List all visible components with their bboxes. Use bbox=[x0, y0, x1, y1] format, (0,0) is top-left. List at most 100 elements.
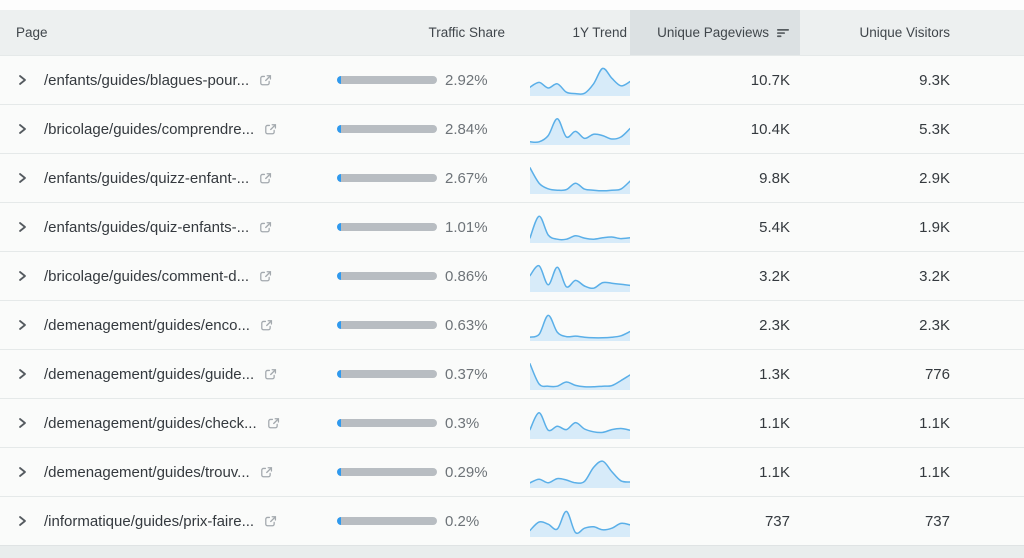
expand-chevron-icon[interactable] bbox=[13, 511, 32, 531]
traffic-share-bar-fill bbox=[337, 174, 341, 182]
external-link-icon[interactable] bbox=[259, 318, 274, 333]
column-header-unique-visitors[interactable]: Unique Visitors bbox=[800, 25, 960, 40]
unique-visitors-value: 737 bbox=[924, 512, 950, 530]
expand-cell bbox=[0, 413, 44, 433]
traffic-share-bar bbox=[337, 321, 437, 329]
traffic-share-value: 0.3% bbox=[445, 414, 480, 432]
table-row: /enfants/guides/blagues-pour... 2.92% 10… bbox=[0, 55, 1024, 104]
traffic-share-value: 2.92% bbox=[445, 71, 488, 89]
unique-visitors-value: 9.3K bbox=[919, 71, 950, 89]
expand-chevron-icon[interactable] bbox=[13, 70, 32, 90]
unique-visitors-value: 776 bbox=[924, 365, 950, 383]
external-link-icon[interactable] bbox=[258, 171, 273, 186]
trend-sparkline bbox=[530, 309, 630, 341]
page-cell: /demenagement/guides/enco... bbox=[44, 317, 337, 334]
traffic-share-bar bbox=[337, 174, 437, 182]
unique-pageviews-value: 2.3K bbox=[759, 316, 790, 334]
traffic-share-value: 0.2% bbox=[445, 512, 480, 530]
page-link[interactable]: /demenagement/guides/enco... bbox=[44, 316, 250, 334]
unique-pageviews-value: 1.1K bbox=[759, 414, 790, 432]
page-link[interactable]: /enfants/guides/blagues-pour... bbox=[44, 71, 250, 89]
unique-visitors-value: 2.3K bbox=[919, 316, 950, 334]
page-cell: /bricolage/guides/comprendre... bbox=[44, 121, 337, 138]
traffic-share-cell: 0.86% bbox=[337, 268, 530, 285]
unique-pageviews-column-label: Unique Pageviews bbox=[657, 25, 769, 40]
unique-visitors-value: 1.1K bbox=[919, 463, 950, 481]
column-header-unique-pageviews[interactable]: Unique Pageviews bbox=[630, 10, 800, 55]
page-cell: /bricolage/guides/comment-d... bbox=[44, 268, 337, 285]
external-link-icon[interactable] bbox=[259, 465, 274, 480]
page-link[interactable]: /demenagement/guides/guide... bbox=[44, 365, 255, 383]
traffic-share-bar bbox=[337, 468, 437, 476]
table-row: /enfants/guides/quiz-enfants-... 1.01% 5… bbox=[0, 202, 1024, 251]
page-link[interactable]: /enfants/guides/quizz-enfant-... bbox=[44, 169, 250, 187]
expand-chevron-icon[interactable] bbox=[13, 266, 32, 286]
traffic-share-cell: 0.29% bbox=[337, 464, 530, 481]
trend-sparkline bbox=[530, 358, 630, 390]
trend-sparkline bbox=[530, 260, 630, 292]
unique-visitors-value: 1.9K bbox=[919, 218, 950, 236]
page-link[interactable]: /bricolage/guides/comment-d... bbox=[44, 267, 250, 285]
traffic-share-bar-fill bbox=[337, 223, 341, 231]
trend-cell bbox=[530, 260, 630, 292]
trend-cell bbox=[530, 64, 630, 96]
trend-cell bbox=[530, 407, 630, 439]
expand-chevron-icon[interactable] bbox=[13, 315, 32, 335]
traffic-share-value: 0.37% bbox=[445, 365, 488, 383]
sort-descending-icon bbox=[777, 28, 789, 37]
expand-cell bbox=[0, 315, 44, 335]
external-link-icon[interactable] bbox=[266, 416, 281, 431]
traffic-share-bar bbox=[337, 125, 437, 133]
table-row: /demenagement/guides/guide... 0.37% 1.3K… bbox=[0, 349, 1024, 398]
traffic-share-bar bbox=[337, 419, 437, 427]
expand-chevron-icon[interactable] bbox=[13, 168, 32, 188]
trend-cell bbox=[530, 456, 630, 488]
expand-chevron-icon[interactable] bbox=[13, 462, 32, 482]
unique-pageviews-value: 1.1K bbox=[759, 463, 790, 481]
page-link[interactable]: /enfants/guides/quiz-enfants-... bbox=[44, 218, 250, 236]
traffic-share-value: 0.29% bbox=[445, 463, 488, 481]
traffic-share-value: 2.84% bbox=[445, 120, 488, 138]
expand-chevron-icon[interactable] bbox=[13, 119, 32, 139]
trend-cell bbox=[530, 162, 630, 194]
unique-visitors-value: 2.9K bbox=[919, 169, 950, 187]
table-row: /demenagement/guides/check... 0.3% 1.1K … bbox=[0, 398, 1024, 447]
traffic-share-cell: 0.37% bbox=[337, 366, 530, 383]
trend-sparkline bbox=[530, 456, 630, 488]
table-row: /demenagement/guides/trouv... 0.29% 1.1K… bbox=[0, 447, 1024, 496]
trend-sparkline bbox=[530, 162, 630, 194]
traffic-share-bar bbox=[337, 223, 437, 231]
external-link-icon[interactable] bbox=[263, 367, 278, 382]
expand-chevron-icon[interactable] bbox=[13, 364, 32, 384]
column-header-traffic-share[interactable]: Traffic Share bbox=[337, 25, 530, 40]
traffic-share-value: 2.67% bbox=[445, 169, 488, 187]
traffic-share-bar-fill bbox=[337, 272, 341, 280]
page-link[interactable]: /demenagement/guides/trouv... bbox=[44, 463, 250, 481]
external-link-icon[interactable] bbox=[258, 220, 273, 235]
expand-cell bbox=[0, 168, 44, 188]
external-link-icon[interactable] bbox=[263, 122, 278, 137]
table-row: /enfants/guides/quizz-enfant-... 2.67% 9… bbox=[0, 153, 1024, 202]
trend-sparkline bbox=[530, 64, 630, 96]
page-link[interactable]: /bricolage/guides/comprendre... bbox=[44, 120, 255, 138]
table-row: /bricolage/guides/comprendre... 2.84% 10… bbox=[0, 104, 1024, 153]
column-header-1y-trend[interactable]: 1Y Trend bbox=[530, 25, 630, 40]
page-link[interactable]: /demenagement/guides/check... bbox=[44, 414, 257, 432]
expand-chevron-icon[interactable] bbox=[13, 413, 32, 433]
unique-visitors-value: 3.2K bbox=[919, 267, 950, 285]
expand-chevron-icon[interactable] bbox=[13, 217, 32, 237]
expand-cell bbox=[0, 119, 44, 139]
table-header: Page Traffic Share 1Y Trend Unique Pagev… bbox=[0, 10, 1024, 55]
traffic-share-bar-fill bbox=[337, 517, 341, 525]
traffic-share-cell: 0.3% bbox=[337, 415, 530, 432]
external-link-icon[interactable] bbox=[258, 73, 273, 88]
expand-cell bbox=[0, 266, 44, 286]
traffic-share-cell: 1.01% bbox=[337, 219, 530, 236]
column-header-page: Page bbox=[0, 25, 337, 40]
external-link-icon[interactable] bbox=[258, 269, 273, 284]
page-link[interactable]: /informatique/guides/prix-faire... bbox=[44, 512, 255, 530]
page-cell: /enfants/guides/quizz-enfant-... bbox=[44, 170, 337, 187]
page-cell: /enfants/guides/blagues-pour... bbox=[44, 72, 337, 89]
external-link-icon[interactable] bbox=[263, 514, 278, 529]
expand-cell bbox=[0, 70, 44, 90]
